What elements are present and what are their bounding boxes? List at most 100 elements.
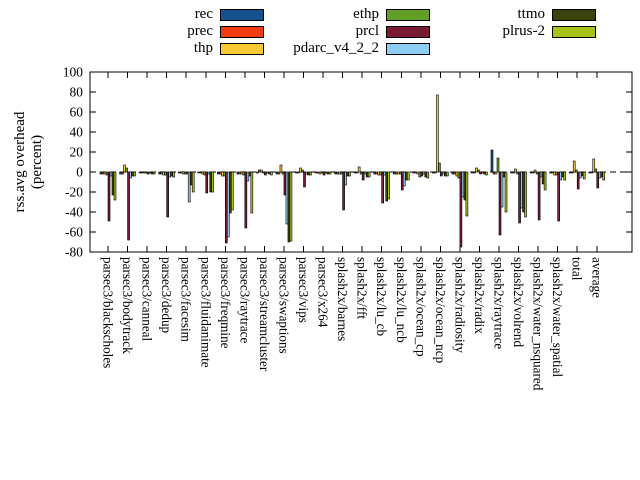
bar-pdarc_v4_2_2 bbox=[168, 171, 171, 178]
bar-plrus-2 bbox=[211, 171, 215, 193]
bar-ethp bbox=[183, 171, 187, 175]
bar-pdarc_v4_2_2 bbox=[187, 171, 191, 203]
bar-ttmo bbox=[248, 171, 252, 177]
bar-plrus-2 bbox=[172, 171, 175, 178]
legend-column-1: rec prec thp bbox=[49, 6, 264, 57]
bar-prec bbox=[512, 171, 515, 174]
bar-prcl bbox=[264, 171, 267, 176]
legend-swatch-thp bbox=[220, 42, 264, 55]
legend-item-plrus-2: plrus-2 bbox=[381, 23, 596, 40]
bar-pdarc_v4_2_2 bbox=[227, 171, 230, 238]
x-tick-label: splash2x/water_nsquared bbox=[531, 257, 546, 391]
bar-thp bbox=[201, 171, 205, 175]
bar-rec bbox=[177, 171, 181, 174]
bar-ttmo bbox=[189, 171, 193, 186]
bar-thp bbox=[436, 94, 439, 173]
bar-group bbox=[158, 171, 175, 218]
bar-prec bbox=[277, 171, 281, 175]
x-tick-label: parsec3/vips bbox=[296, 257, 311, 323]
x-tick-label: splash2x/barnes bbox=[335, 257, 350, 341]
bar-rec bbox=[138, 171, 142, 174]
legend-swatch-prec bbox=[220, 25, 264, 38]
bar-thp bbox=[533, 169, 537, 173]
chart-legend: rec prec thp ethp prcl pdarc_v4_2_2 ttmo plrus-… bbox=[0, 0, 640, 62]
bar-plrus-2 bbox=[426, 171, 430, 179]
plot-border bbox=[89, 71, 633, 253]
x-tick-label: splash2x/fft bbox=[355, 257, 370, 319]
bar-group bbox=[314, 171, 332, 176]
bar-thp bbox=[123, 164, 126, 173]
bar-group bbox=[568, 160, 586, 190]
x-tick-label: splash2x/water_spatial bbox=[550, 257, 565, 377]
bar-prcl bbox=[596, 171, 600, 189]
bar-prcl bbox=[244, 171, 248, 229]
x-tick-label: splash2x/radix bbox=[472, 257, 487, 334]
bar-pdarc_v4_2_2 bbox=[148, 171, 152, 174]
bar-ttmo bbox=[209, 171, 213, 193]
bar-group bbox=[138, 171, 156, 175]
legend-swatch-prcl bbox=[386, 25, 430, 38]
x-tick-label: splash2x/radiosity bbox=[452, 257, 467, 353]
bar-group bbox=[256, 169, 273, 176]
bar-thp bbox=[103, 171, 107, 175]
x-tick-label: splash2x/ocean_cp bbox=[413, 257, 428, 357]
bar-plrus-2 bbox=[270, 171, 273, 176]
bar-group bbox=[392, 171, 410, 191]
bar-rec bbox=[490, 149, 494, 173]
bar-pdarc_v4_2_2 bbox=[109, 171, 113, 177]
legend-item-prec: prec bbox=[49, 23, 264, 40]
legend-item-ethp: ethp bbox=[215, 6, 430, 23]
x-tick-label: splash2x/lu_cb bbox=[374, 257, 389, 337]
y-tick-label: -60 bbox=[65, 225, 83, 240]
bar-prcl bbox=[459, 171, 463, 248]
bar-prcl bbox=[381, 171, 385, 204]
x-tick-label: parsec3/freqmine bbox=[218, 257, 233, 349]
bar-group bbox=[432, 94, 449, 177]
bar-rec bbox=[217, 171, 220, 175]
legend-item-prcl: prcl bbox=[215, 23, 430, 40]
bar-plrus-2 bbox=[309, 171, 312, 176]
bar-thp bbox=[162, 171, 165, 176]
bar-ttmo bbox=[229, 171, 232, 214]
bar-plrus-2 bbox=[602, 171, 606, 181]
legend-swatch-ethp bbox=[386, 8, 430, 21]
bar-plrus-2 bbox=[133, 171, 136, 177]
bar-ethp bbox=[242, 171, 246, 176]
bar-group bbox=[373, 171, 391, 204]
bar-plrus-2 bbox=[524, 171, 527, 218]
bar-prec bbox=[199, 171, 203, 174]
bar-group bbox=[295, 167, 312, 188]
bar-ethp bbox=[301, 169, 304, 173]
bar-prcl bbox=[557, 171, 560, 222]
legend-column-2: ethp prcl pdarc_v4_2_2 bbox=[215, 6, 430, 57]
bar-group bbox=[275, 164, 293, 243]
bar-pdarc_v4_2_2 bbox=[246, 171, 250, 182]
bar-thp bbox=[592, 158, 596, 173]
bar-prcl bbox=[205, 171, 209, 194]
x-tick-label: parsec3/streamcluster bbox=[257, 257, 272, 372]
bar-group bbox=[510, 168, 527, 224]
legend-column-3: ttmo plrus-2 bbox=[381, 6, 596, 40]
bar-plrus-2 bbox=[563, 171, 566, 181]
legend-item-ttmo: ttmo bbox=[381, 6, 596, 23]
legend-label-prec: prec bbox=[187, 23, 213, 39]
legend-label-prcl: prcl bbox=[355, 23, 379, 39]
legend-swatch-rec bbox=[220, 8, 264, 21]
bar-prcl bbox=[127, 171, 130, 241]
x-tick-label: parsec3/blackscholes bbox=[101, 257, 116, 368]
legend-label-rec: rec bbox=[194, 6, 213, 22]
bar-group bbox=[236, 171, 254, 229]
x-tick-label: parsec3/fluidanimate bbox=[198, 257, 213, 368]
bar-ethp bbox=[164, 171, 167, 176]
y-tick-label: 40 bbox=[70, 125, 84, 140]
bar-group bbox=[412, 171, 430, 179]
bar-ethp bbox=[125, 167, 128, 173]
bar-prec bbox=[160, 171, 163, 175]
bar-prcl bbox=[537, 171, 541, 221]
bar-rec bbox=[197, 171, 201, 174]
bar-ttmo bbox=[170, 171, 173, 177]
y-tick-label: 80 bbox=[70, 85, 84, 100]
bar-thp bbox=[240, 171, 244, 175]
bar-prec bbox=[121, 171, 124, 175]
bar-pdarc_v4_2_2 bbox=[207, 171, 211, 175]
